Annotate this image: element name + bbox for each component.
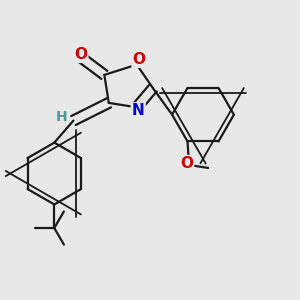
Text: N: N (132, 103, 145, 118)
Text: O: O (74, 47, 87, 62)
Text: H: H (55, 110, 67, 124)
Text: O: O (133, 52, 146, 67)
Text: O: O (180, 156, 193, 171)
